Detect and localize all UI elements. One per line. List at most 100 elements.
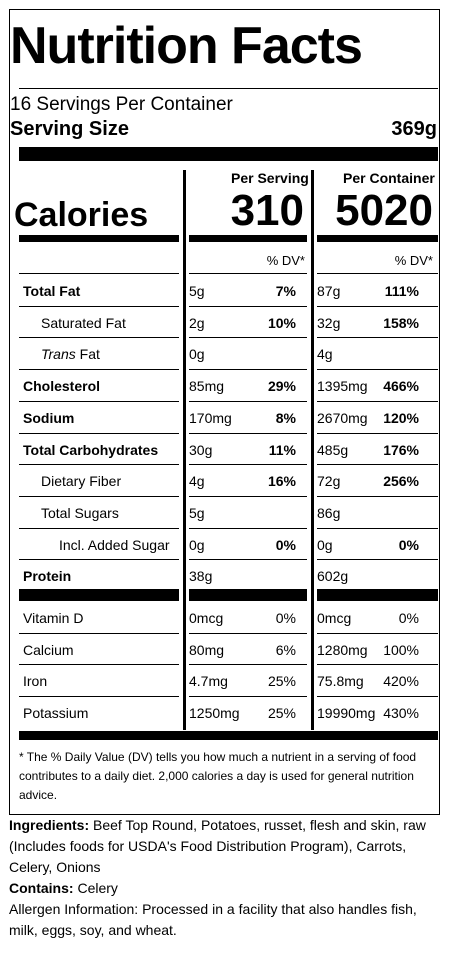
container-dv: 100%	[383, 641, 419, 658]
column-divider-right	[311, 170, 314, 730]
serving-amount: 170mg	[189, 409, 232, 426]
row-divider	[317, 433, 438, 434]
nutrient-row: Protein 38g 602g	[14, 560, 429, 591]
container-dv: 158%	[383, 314, 419, 331]
serving-dv: 8%	[275, 409, 296, 426]
contains-label: Contains:	[9, 880, 74, 896]
serving-dv: 25%	[267, 705, 296, 722]
nutrient-row: Sodium 170mg 8% 2670mg 120%	[14, 402, 429, 433]
title-divider	[19, 88, 438, 89]
per-container-header: Per Container	[343, 170, 435, 186]
row-divider	[19, 433, 179, 434]
row-divider	[19, 559, 179, 560]
row-divider	[19, 337, 179, 338]
nutrient-name: Sodium	[23, 409, 75, 426]
container-amount: 86g	[317, 504, 341, 521]
container-amount: 485g	[317, 441, 349, 458]
serving-amount: 4.7mg	[189, 673, 228, 690]
row-divider	[19, 528, 179, 529]
ingredients-label: Ingredients:	[9, 817, 90, 833]
container-amount: 1280mg	[317, 641, 368, 658]
serving-dv: 0%	[275, 610, 296, 626]
container-amount: 72g	[317, 473, 341, 490]
container-dv: 466%	[383, 378, 419, 395]
container-amount: 2670mg	[317, 409, 368, 426]
serving-size-label: Serving Size	[10, 118, 129, 140]
per-serving-header: Per Serving	[231, 170, 309, 186]
nutrient-name: Cholesterol	[23, 378, 101, 395]
footnote-divider	[19, 731, 438, 740]
nutrient-row: Total Sugars 5g 86g	[14, 497, 429, 528]
nutrient-name: Saturated Fat	[41, 314, 126, 331]
serving-dv: 0%	[275, 536, 296, 553]
serving-size-value: 369g	[391, 118, 437, 140]
row-divider	[19, 633, 179, 634]
nutrient-name: Total Fat	[23, 283, 81, 299]
vitamins-divider-2	[189, 589, 307, 601]
calories-label: Calories	[14, 196, 149, 234]
serving-amount: 1250mg	[189, 705, 240, 722]
row-divider	[189, 696, 307, 697]
row-divider	[317, 559, 438, 560]
row-divider	[19, 401, 179, 402]
row-divider	[189, 559, 307, 560]
container-dv: 256%	[383, 473, 419, 490]
serving-amount: 38g	[189, 568, 213, 585]
row-divider	[317, 528, 438, 529]
container-amount: 75.8mg	[317, 673, 364, 690]
serving-dv: 6%	[275, 641, 296, 658]
container-dv: 0%	[398, 610, 419, 626]
row-divider	[317, 664, 438, 665]
container-amount: 0g	[317, 536, 333, 553]
contains-text: Celery	[73, 880, 118, 896]
nutrient-name: Vitamin D	[23, 610, 84, 626]
container-dv: 111%	[384, 283, 419, 299]
nutrition-label	[9, 9, 440, 815]
nutrient-row: Incl. Added Sugar 0g 0% 0g 0%	[14, 529, 429, 560]
container-amount: 4g	[317, 346, 333, 363]
nutrient-row: Trans Fat 0g 4g	[14, 338, 429, 369]
row-divider	[19, 306, 179, 307]
row-divider	[189, 401, 307, 402]
row-divider	[189, 633, 307, 634]
row-divider	[317, 496, 438, 497]
thick-divider-top	[19, 147, 438, 161]
vitamin-row: Vitamin D 0mcg 0% 0mcg 0%	[14, 602, 429, 633]
calories-divider-3	[317, 235, 438, 242]
row-divider	[19, 273, 179, 274]
nutrient-name: Total Carbohydrates	[23, 441, 159, 458]
calories-divider-1	[19, 235, 179, 242]
nutrient-name: Protein	[23, 568, 72, 585]
nutrient-name: Iron	[23, 673, 48, 690]
nutrient-name: Total Sugars	[41, 504, 119, 521]
row-divider	[317, 633, 438, 634]
serving-dv: 11%	[268, 441, 296, 458]
serving-dv: 29%	[267, 378, 296, 395]
row-divider	[189, 464, 307, 465]
calories-per-serving: 310	[230, 186, 304, 235]
serving-dv: 16%	[267, 473, 296, 490]
serving-dv: 7%	[275, 283, 296, 299]
column-divider-left	[183, 170, 186, 730]
container-amount: 87g	[317, 283, 341, 299]
row-divider	[19, 664, 179, 665]
nutrient-name: Trans Fat	[41, 346, 100, 362]
serving-amount: 30g	[189, 441, 213, 458]
nutrient-name: Potassium	[23, 705, 89, 722]
row-divider	[189, 528, 307, 529]
nutrient-row: Cholesterol 85mg 29% 1395mg 466%	[14, 370, 429, 401]
row-divider	[19, 696, 179, 697]
nutrient-row: Total Fat 5g 7% 87g 111%	[14, 275, 429, 306]
serving-amount: 85mg	[189, 378, 225, 395]
vitamin-row: Calcium 80mg 6% 1280mg 100%	[14, 634, 429, 665]
row-divider	[317, 369, 438, 370]
row-divider	[317, 306, 438, 307]
row-divider	[189, 306, 307, 307]
servings-per-container: 16 Servings Per Container	[10, 94, 233, 115]
row-divider	[19, 369, 179, 370]
container-amount: 0mcg	[317, 610, 352, 626]
container-amount: 602g	[317, 568, 349, 585]
vitamins-divider-3	[317, 589, 438, 601]
row-divider	[189, 664, 307, 665]
nutrient-name: Dietary Fiber	[41, 473, 122, 490]
